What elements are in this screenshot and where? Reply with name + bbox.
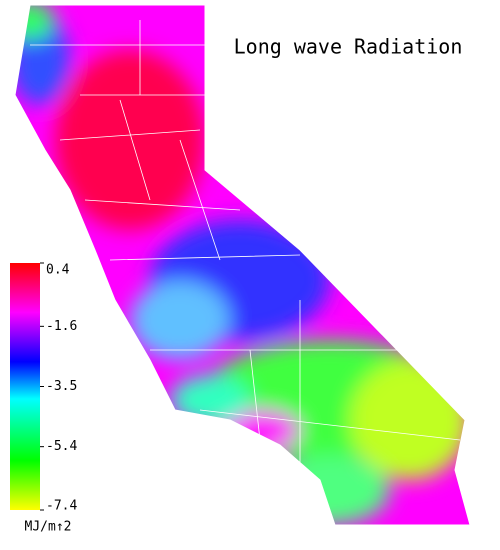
colorbar-tick-label: 0.4: [46, 263, 70, 278]
colorbar-tick-label: -7.4: [46, 499, 77, 514]
colorbar-tick-label: -3.5: [46, 379, 77, 394]
county-lines: [30, 20, 461, 480]
map-title: Long wave Radiation: [234, 35, 463, 59]
colorbar-unit: MJ/m↑2: [25, 520, 72, 535]
colorbar: [10, 263, 40, 510]
colorbar-tick-label: -1.6: [46, 319, 77, 334]
state-outline: [14, 4, 471, 526]
colorbar-tick-label: -5.4: [46, 439, 77, 454]
